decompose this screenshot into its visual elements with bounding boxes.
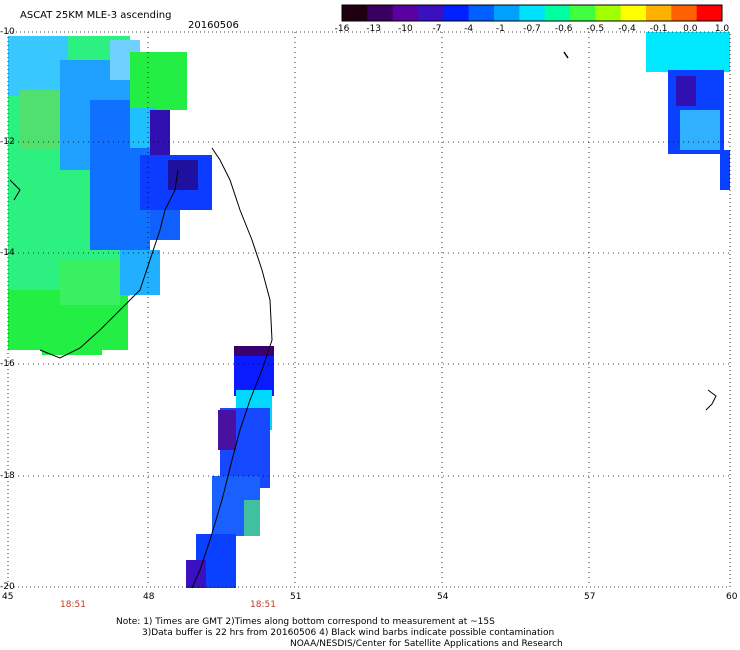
colorbar-swatch <box>494 5 520 21</box>
colorbar-swatch <box>468 5 495 21</box>
island-outline <box>705 389 717 411</box>
colorbar-swatch <box>342 5 368 21</box>
coastline-west <box>9 169 179 359</box>
colorbar-swatch <box>595 5 622 21</box>
footer-note-1: Note: 1) Times are GMT 2)Times along bot… <box>116 617 495 627</box>
lat-label: -20 <box>0 582 15 592</box>
gridlines <box>8 32 730 587</box>
pass-time: 18:51 <box>250 600 276 610</box>
colorbar-label: -7 <box>432 24 442 34</box>
colorbar-label: -0.1 <box>649 24 668 34</box>
data-swath-east <box>646 32 730 190</box>
island-outline <box>563 51 569 59</box>
lon-label: 45 <box>2 592 14 602</box>
colorbar-label: -4 <box>464 24 474 34</box>
colorbar <box>341 4 723 22</box>
colorbar-label: -1 <box>495 24 505 34</box>
footer-note-2: 3)Data buffer is 22 hrs from 20160506 4)… <box>142 628 555 638</box>
colorbar-swatch <box>418 5 444 21</box>
lon-label: 48 <box>143 592 155 602</box>
colorbar-swatch <box>392 5 419 21</box>
lon-label: 51 <box>290 592 302 602</box>
product-date: 20160506 <box>188 20 239 31</box>
lat-label: -12 <box>0 137 15 147</box>
colorbar-label: -0.6 <box>554 24 573 34</box>
colorbar-swatch <box>544 5 571 21</box>
colorbar-label: 1.0 <box>714 24 730 34</box>
pass-time: 18:51 <box>60 600 86 610</box>
data-swath-west <box>8 36 212 355</box>
colorbar-swatch <box>620 5 647 21</box>
colorbar-swatch <box>671 5 698 21</box>
map-frame <box>7 31 731 588</box>
lon-label: 54 <box>437 592 449 602</box>
lat-label: -18 <box>0 471 15 481</box>
colorbar-label: 0.0 <box>683 24 698 34</box>
lon-label: 60 <box>726 592 738 602</box>
colorbar-swatch <box>367 5 394 21</box>
colorbar-label: -0.7 <box>523 24 541 34</box>
colorbar-swatch <box>696 5 723 21</box>
lat-label: -14 <box>0 248 15 258</box>
colorbar-label: -13 <box>366 24 382 34</box>
coastline <box>191 147 273 589</box>
lon-label: 57 <box>584 592 596 602</box>
colorbar-swatch <box>570 5 596 21</box>
product-title: ASCAT 25KM MLE-3 ascending <box>20 10 172 21</box>
colorbar-swatch <box>443 5 470 21</box>
colorbar-label: -0.4 <box>618 24 636 34</box>
lat-label: -10 <box>0 27 15 37</box>
colorbar-swatch <box>519 5 546 21</box>
colorbar-label: -10 <box>397 24 413 34</box>
colorbar-label: -0.5 <box>586 24 605 34</box>
lat-label: -16 <box>0 359 15 369</box>
colorbar-border <box>341 4 723 22</box>
footer-note-3: NOAA/NESDIS/Center for Satellite Applica… <box>290 639 563 649</box>
colorbar-label: -16 <box>334 24 350 34</box>
colorbar-swatch <box>646 5 672 21</box>
